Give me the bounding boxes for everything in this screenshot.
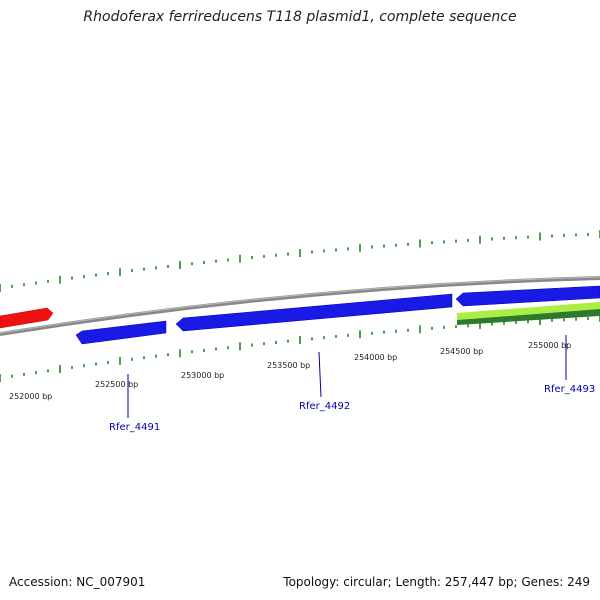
tick-label: 252000 bp [9,392,52,401]
backbone-arc [0,278,600,334]
bp-tick-labels: 252000 bp 252500 bp 253000 bp 253500 bp … [9,341,571,401]
gene-feature-rfer-4491[interactable] [76,321,166,344]
topology-summary: Topology: circular; Length: 257,447 bp; … [283,575,590,589]
tick-label: 254500 bp [440,347,483,356]
gene-label-rfer-4492[interactable]: Rfer_4492 [299,401,350,412]
accession-text: Accession: NC_007901 [9,575,145,589]
tick-label: 255000 bp [528,341,571,350]
gene-label-rfer-4493[interactable]: Rfer_4493 [544,384,595,395]
gene-label-rfer-4491[interactable]: Rfer_4491 [109,422,160,433]
tick-label: 253500 bp [267,361,310,370]
tick-label: 253000 bp [181,371,224,380]
label-leader [319,352,321,397]
gene-feature-rfer-4492[interactable] [176,294,452,331]
tick-label: 254000 bp [354,353,397,362]
gc-ticks-inner [0,314,600,382]
tick-label: 252500 bp [95,380,138,389]
gene-feature-rfer-4493[interactable] [456,286,600,306]
